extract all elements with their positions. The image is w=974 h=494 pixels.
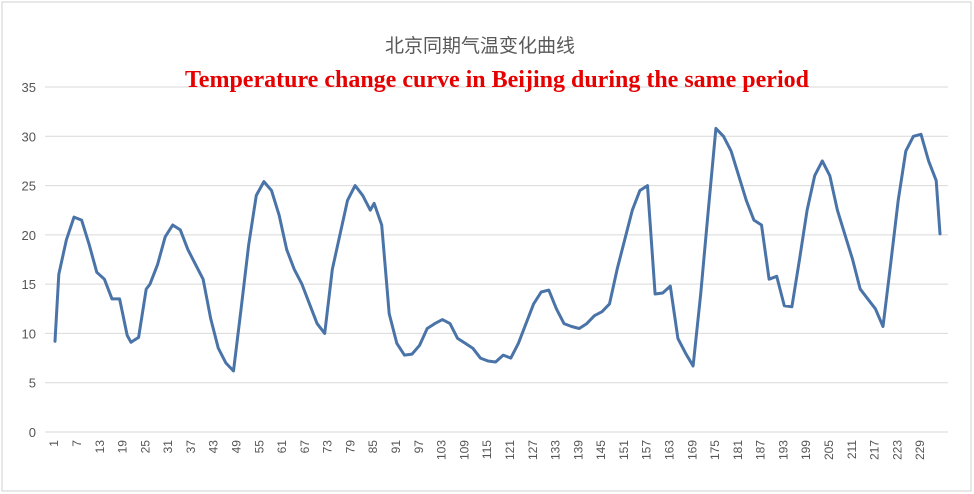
x-tick-label: 103 — [435, 440, 449, 460]
x-tick-label: 19 — [116, 440, 130, 454]
x-tick-label: 13 — [93, 440, 107, 454]
y-tick-label: 15 — [22, 277, 36, 292]
x-tick-label: 61 — [275, 440, 289, 454]
x-tick-label: 151 — [617, 440, 631, 460]
y-axis-tick-labels: 0 5 10 15 20 25 30 35 — [22, 80, 36, 440]
y-tick-label: 20 — [22, 228, 36, 243]
x-tick-label: 121 — [503, 440, 517, 460]
x-tick-label: 133 — [549, 440, 563, 460]
x-tick-label: 109 — [457, 440, 471, 460]
x-tick-label: 193 — [776, 440, 790, 460]
x-tick-label: 127 — [526, 440, 540, 460]
x-tick-label: 1 — [47, 440, 61, 447]
x-tick-label: 67 — [298, 440, 312, 454]
chart-title: 北京同期气温变化曲线 — [385, 35, 575, 57]
x-tick-label: 31 — [161, 440, 175, 454]
x-tick-label: 181 — [731, 440, 745, 460]
x-tick-label: 199 — [799, 440, 813, 460]
y-tick-label: 10 — [22, 326, 36, 341]
y-tick-label: 25 — [22, 179, 36, 194]
x-tick-label: 43 — [207, 440, 221, 454]
x-tick-label: 37 — [184, 440, 198, 454]
gridlines — [45, 86, 948, 433]
x-tick-label: 211 — [845, 440, 859, 459]
x-tick-label: 169 — [685, 440, 699, 460]
x-tick-label: 223 — [890, 440, 904, 460]
x-tick-label: 91 — [389, 440, 403, 454]
x-tick-label: 73 — [321, 440, 335, 454]
x-tick-label: 97 — [412, 440, 426, 454]
series-group — [53, 126, 942, 373]
x-tick-label: 157 — [640, 440, 654, 460]
x-tick-label: 217 — [868, 440, 882, 460]
temperature-series-line — [53, 126, 942, 373]
x-tick-label: 25 — [138, 440, 152, 454]
x-tick-label: 85 — [366, 440, 380, 454]
x-tick-label: 7 — [70, 440, 84, 447]
x-tick-label: 115 — [480, 440, 494, 459]
x-tick-label: 175 — [708, 440, 722, 460]
x-tick-label: 49 — [229, 440, 243, 454]
x-tick-label: 163 — [662, 440, 676, 460]
x-tick-label: 139 — [571, 440, 585, 460]
x-tick-label: 145 — [594, 440, 608, 460]
x-tick-label: 229 — [913, 440, 927, 460]
chart-subtitle: Temperature change curve in Beijing duri… — [185, 67, 810, 93]
x-tick-label: 205 — [822, 440, 836, 460]
x-tick-label: 79 — [343, 440, 357, 454]
y-tick-label: 30 — [22, 129, 36, 144]
y-tick-label: 0 — [29, 425, 36, 440]
y-tick-label: 35 — [22, 80, 36, 95]
x-axis-tick-labels: 1 7 13 19 25 31 37 43 49 55 61 67 73 79 85 91 97 103 109 11… — [47, 440, 927, 460]
x-tick-label: 55 — [252, 440, 266, 454]
x-tick-label: 187 — [754, 440, 768, 460]
y-tick-label: 5 — [29, 376, 36, 391]
